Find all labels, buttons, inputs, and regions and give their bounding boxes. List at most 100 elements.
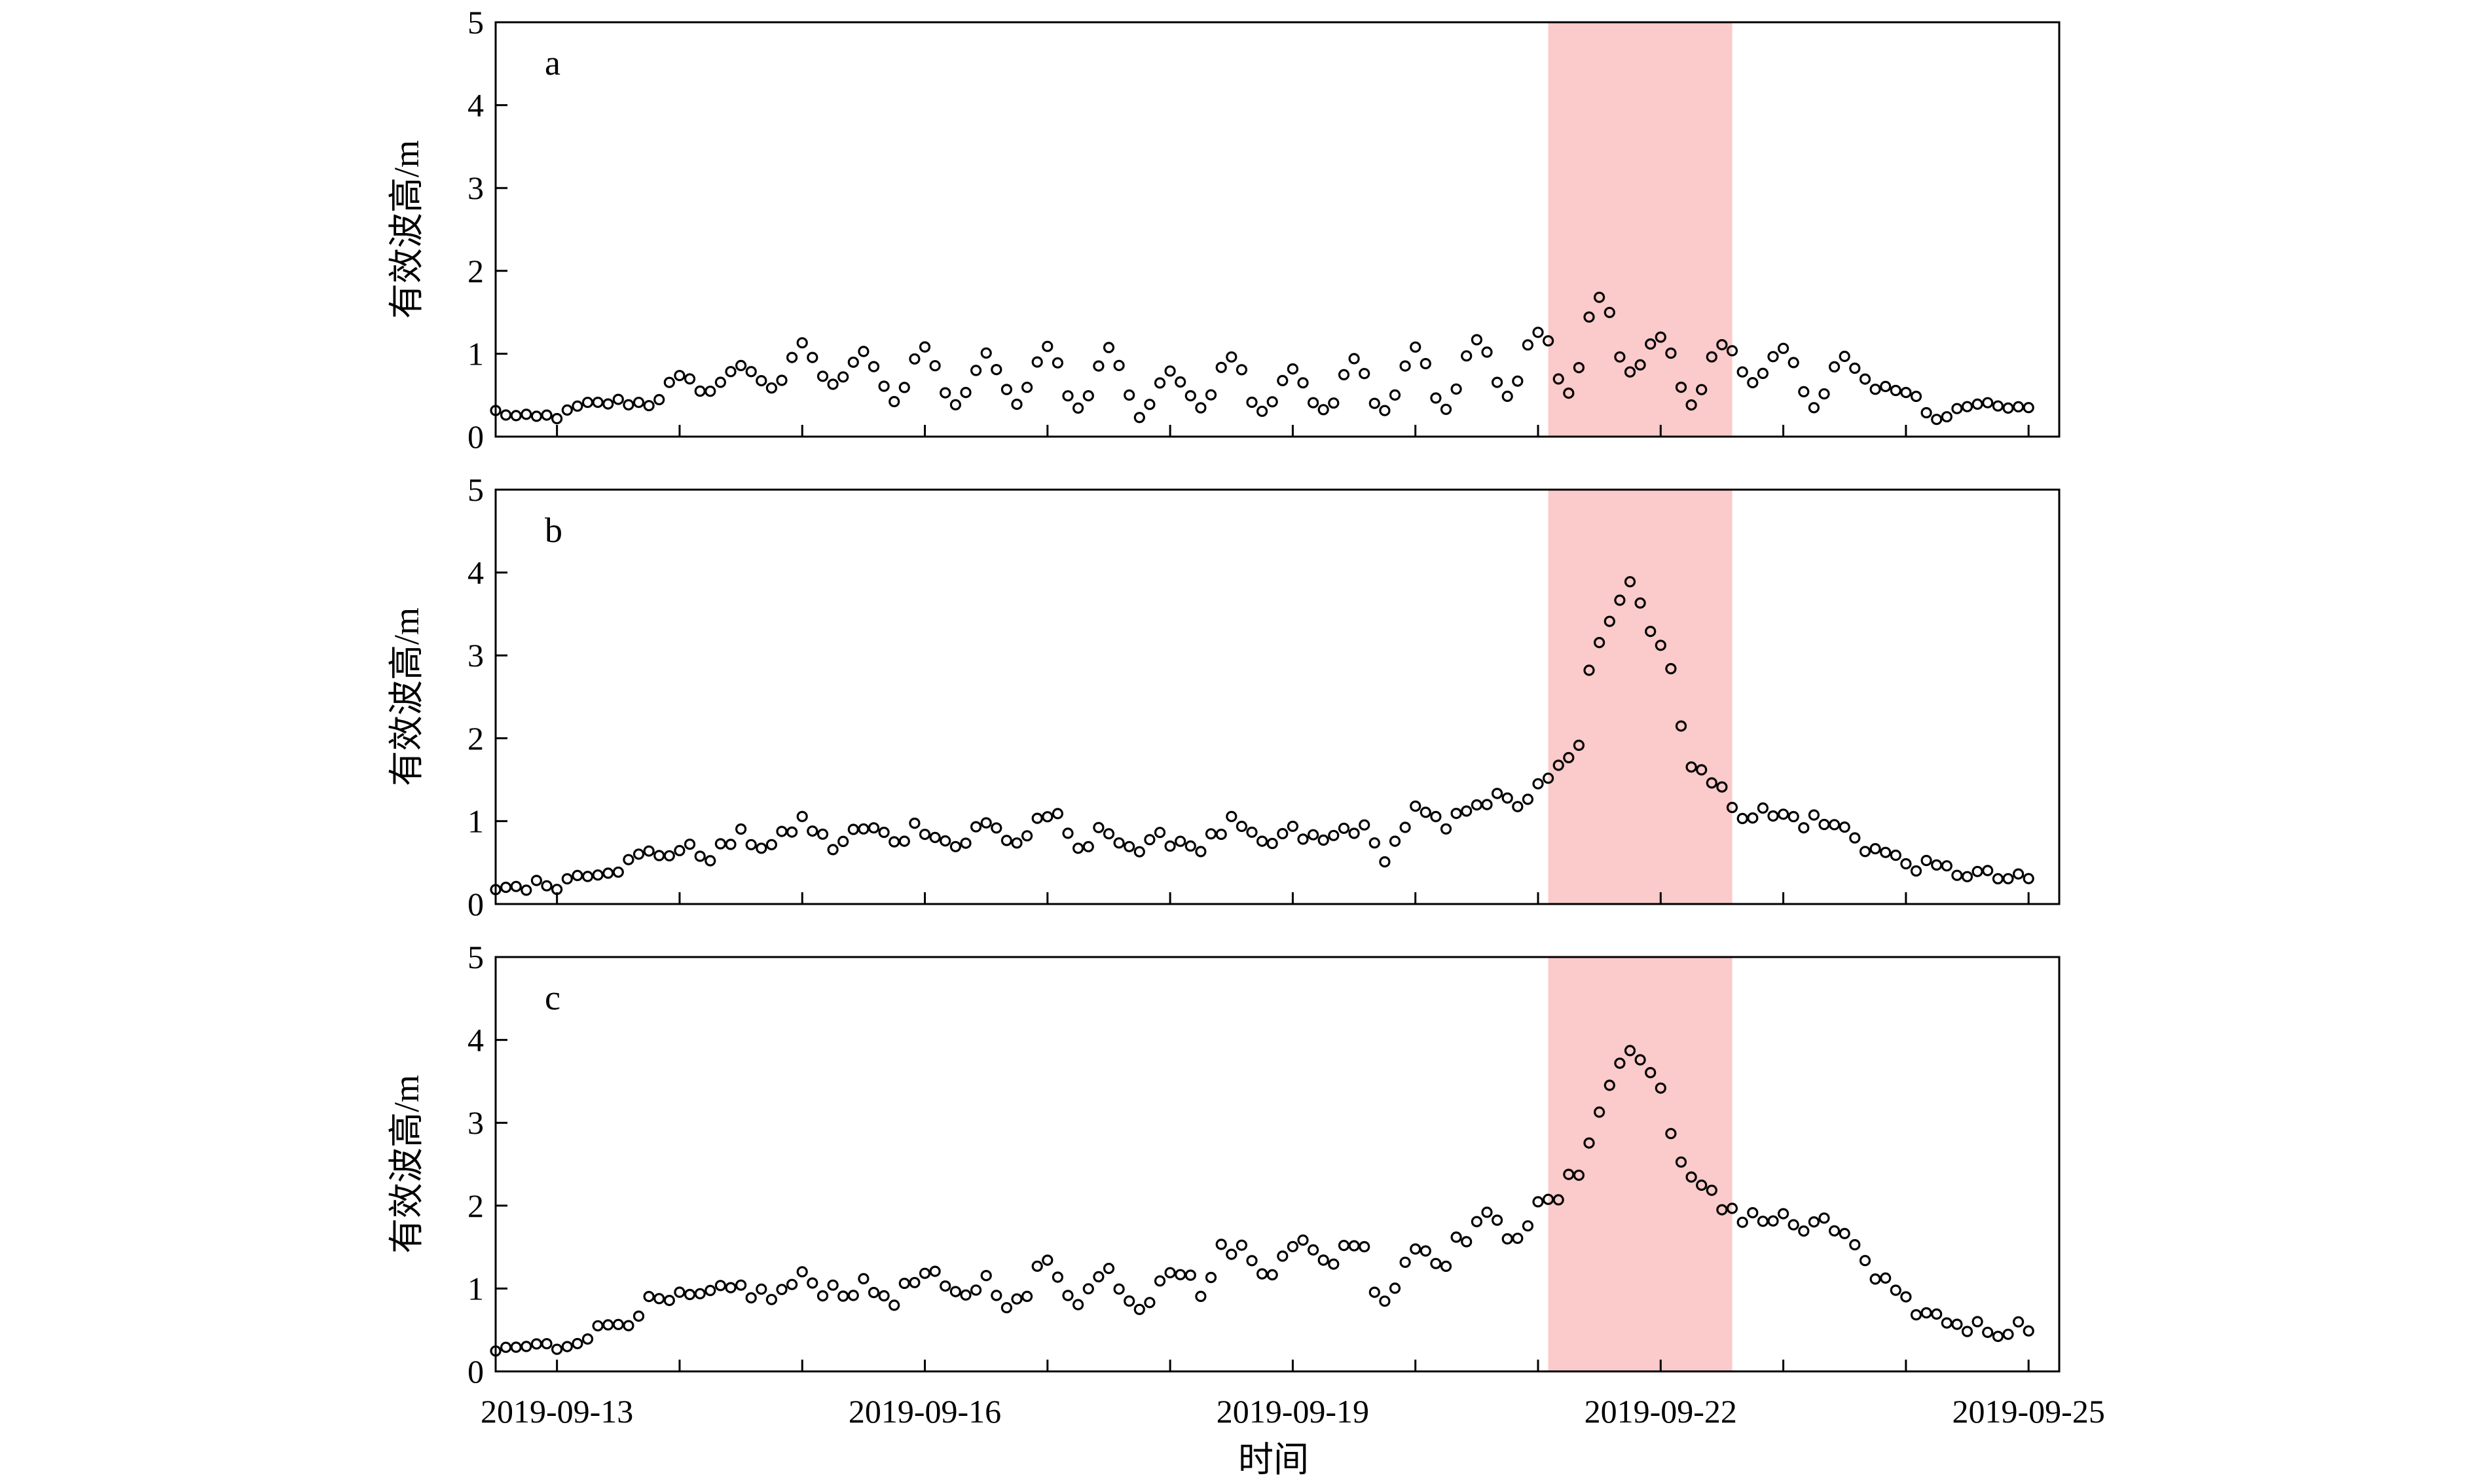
data-point: [1604, 306, 1615, 318]
data-point: [1236, 820, 1248, 833]
data-point: [1368, 837, 1380, 849]
data-point: [1205, 1271, 1217, 1284]
data-point: [796, 1266, 808, 1278]
data-point: [1082, 1283, 1094, 1295]
data-point: [1645, 338, 1657, 350]
data-point: [1031, 1260, 1043, 1272]
data-point: [1645, 625, 1657, 638]
data-point: [1297, 833, 1309, 845]
data-point: [1277, 374, 1289, 387]
data-point: [1624, 576, 1636, 588]
data-point: [889, 395, 900, 408]
data-point: [816, 1290, 829, 1302]
y-axis-title: 有效波高/m: [387, 1075, 426, 1254]
data-point: [1706, 351, 1717, 363]
data-point: [1552, 759, 1564, 771]
data-point: [663, 850, 675, 861]
data-point: [1215, 361, 1227, 373]
y-tick-label: 5: [468, 4, 484, 41]
data-point: [684, 1288, 696, 1301]
data-point: [530, 875, 543, 886]
data-point: [1501, 1233, 1513, 1245]
data-point: [1328, 829, 1340, 841]
data-point: [1552, 373, 1564, 385]
data-point: [940, 1280, 951, 1292]
data-point: [1164, 365, 1176, 377]
data-point: [1430, 392, 1442, 404]
data-point: [1021, 382, 1033, 393]
data-point: [1042, 811, 1054, 823]
data-point: [960, 1289, 972, 1301]
data-point: [1450, 1231, 1462, 1243]
data-point: [1747, 376, 1759, 389]
data-point: [592, 869, 604, 881]
data-point: [705, 1284, 716, 1297]
data-point: [1594, 1106, 1605, 1118]
data-point: [868, 361, 880, 372]
data-point: [1961, 401, 1973, 412]
data-point: [1931, 1308, 1943, 1320]
y-tick-label: 3: [468, 1104, 484, 1141]
data-point: [1736, 1216, 1748, 1228]
data-point: [756, 1283, 767, 1295]
data-point: [929, 360, 941, 372]
data-point: [1184, 840, 1196, 852]
data-point: [2023, 1325, 2034, 1337]
data-point: [1256, 835, 1268, 847]
data-point: [1000, 384, 1013, 395]
data-point: [1144, 834, 1156, 846]
data-point: [1399, 822, 1411, 833]
data-point: [1000, 835, 1013, 846]
data-point: [786, 1278, 798, 1290]
data-point: [1420, 1245, 1431, 1257]
data-point: [1798, 1225, 1810, 1237]
data-point: [1133, 846, 1145, 858]
data-point: [735, 359, 747, 372]
data-point: [1747, 812, 1759, 824]
data-point: [1522, 339, 1533, 351]
data-point: [1011, 1293, 1023, 1305]
data-point: [1440, 823, 1452, 835]
data-point: [1706, 1184, 1717, 1196]
data-point: [796, 810, 808, 822]
data-point: [1992, 1330, 2004, 1343]
data-point: [1757, 802, 1769, 814]
data-point: [898, 835, 910, 847]
data-point: [1685, 1171, 1697, 1183]
panel-c: 0 1 2 3 4 5 有效波高/m c: [387, 939, 2061, 1390]
data-point: [1634, 359, 1646, 371]
data-point: [1021, 830, 1033, 842]
data-point: [1778, 342, 1789, 354]
data-point: [847, 823, 859, 835]
data-point: [1471, 334, 1482, 346]
data-point: [1808, 809, 1820, 821]
data-point: [735, 823, 747, 835]
data-point: [1410, 1243, 1421, 1255]
data-point: [1133, 412, 1145, 424]
data-point: [1481, 1206, 1493, 1218]
axes-frame: [494, 488, 2061, 905]
data-point: [1696, 764, 1708, 776]
data-point: [1665, 662, 1677, 675]
x-tick-label: 2019-09-19: [1217, 1393, 1369, 1430]
data-point: [705, 855, 716, 867]
data-point: [714, 838, 727, 850]
data-point: [1000, 1302, 1013, 1314]
data-point: [551, 412, 563, 425]
data-point: [653, 393, 665, 406]
data-point: [1696, 1179, 1708, 1191]
data-point: [674, 370, 686, 382]
data-point: [1072, 402, 1084, 414]
x-tick-label: 2019-09-13: [481, 1393, 633, 1430]
data-point: [1920, 407, 1932, 419]
data-point: [1052, 357, 1064, 369]
data-point: [612, 866, 624, 878]
data-point: [1512, 801, 1524, 812]
data-point: [1614, 594, 1626, 606]
data-point: [592, 396, 604, 408]
data-point: [949, 841, 962, 852]
data-point: [1348, 353, 1360, 365]
data-point: [1543, 1193, 1554, 1205]
data-point: [1655, 640, 1666, 651]
data-point: [735, 1279, 747, 1291]
